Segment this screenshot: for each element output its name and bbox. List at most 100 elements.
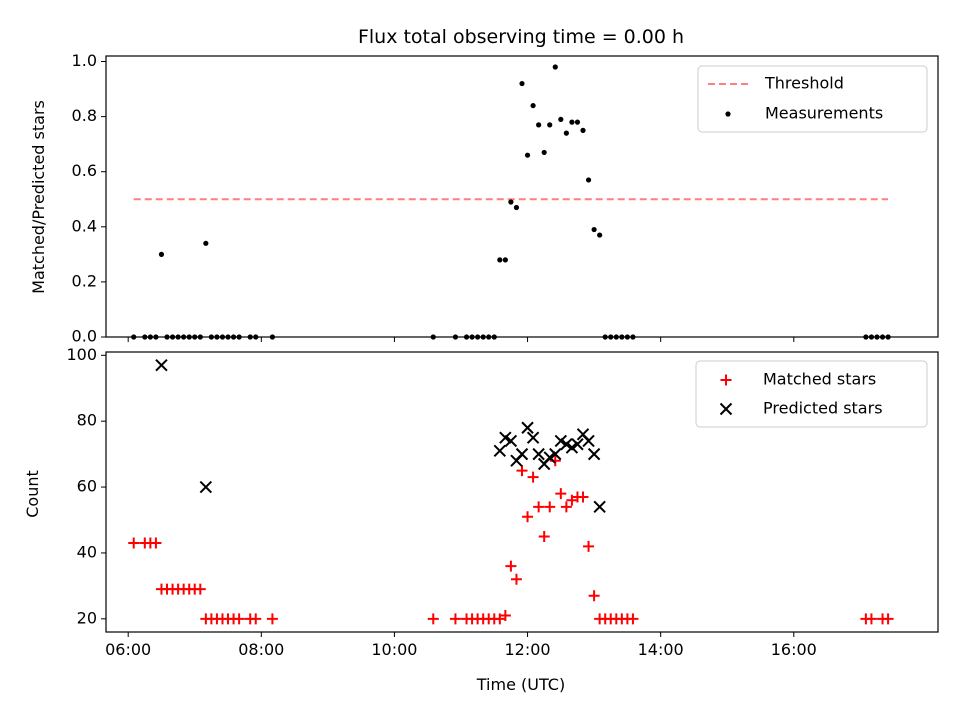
measurement-point bbox=[541, 149, 547, 156]
top-legend: Threshold Measurements bbox=[697, 65, 928, 133]
top-axes-frame bbox=[105, 55, 939, 338]
matched-star-point bbox=[538, 530, 550, 542]
predicted-star-point bbox=[565, 441, 579, 454]
matched-star-point bbox=[882, 613, 894, 625]
matched-star-point bbox=[505, 560, 517, 572]
bottom-legend-box bbox=[695, 360, 928, 428]
measurement-point bbox=[536, 122, 542, 128]
top-y-tick-label: 0.6 bbox=[72, 161, 97, 180]
matched-star-point bbox=[510, 573, 522, 585]
top-legend-box bbox=[697, 65, 928, 133]
x-tick-label: 10:00 bbox=[371, 640, 417, 659]
bottom-y-axis-label: Count bbox=[23, 470, 42, 518]
top-panel: 0.0 0.2 0.4 0.6 0.8 1.0 Threshold Measurements bbox=[72, 51, 939, 346]
legend-matched-swatch bbox=[720, 374, 732, 386]
predicted-star-point bbox=[571, 438, 584, 451]
matched-star-point bbox=[566, 494, 578, 506]
bottom-y-tick-label: 100 bbox=[66, 345, 97, 364]
measurement-point bbox=[597, 232, 603, 238]
matched-star-point bbox=[527, 471, 539, 483]
bottom-y-tick-label: 20 bbox=[77, 608, 97, 627]
predicted-star-point bbox=[515, 447, 529, 461]
bottom-y-tick-label: 40 bbox=[77, 542, 97, 561]
x-tick-label: 14:00 bbox=[638, 640, 684, 659]
matched-star-point bbox=[494, 613, 506, 625]
x-tick-label: 08:00 bbox=[238, 640, 284, 659]
measurement-point bbox=[585, 177, 592, 183]
matched-star-point bbox=[449, 613, 461, 625]
measurement-point bbox=[574, 119, 581, 125]
predicted-star-point bbox=[549, 447, 562, 461]
predicted-star-point bbox=[526, 431, 540, 444]
measurement-point bbox=[513, 204, 520, 211]
measurement-point bbox=[508, 199, 514, 205]
top-y-tick-label: 0.4 bbox=[72, 216, 97, 235]
matched-star-point bbox=[555, 488, 567, 500]
legend-predicted-label: Predicted stars bbox=[763, 399, 883, 418]
matched-star-point bbox=[522, 511, 534, 523]
matched-star-point bbox=[533, 501, 545, 513]
measurement-point bbox=[203, 240, 209, 246]
legend-measurements-swatch bbox=[725, 111, 731, 117]
bottom-legend: Matched stars Predicted stars bbox=[695, 360, 928, 428]
measurement-point bbox=[591, 226, 597, 233]
matched-star-point bbox=[233, 613, 245, 625]
predicted-star-point bbox=[560, 438, 573, 451]
matched-star-point bbox=[583, 540, 595, 552]
matched-star-point bbox=[150, 537, 162, 549]
predicted-star-point bbox=[521, 421, 534, 434]
measurement-point bbox=[547, 122, 553, 128]
predicted-star-point bbox=[504, 434, 518, 448]
bottom-y-tick-label: 60 bbox=[77, 477, 97, 496]
measurement-point bbox=[502, 257, 508, 263]
measurement-point bbox=[519, 80, 525, 87]
matched-star-point bbox=[549, 455, 561, 467]
legend-matched-label: Matched stars bbox=[763, 370, 876, 389]
top-y-axis-label: Matched/Predicted stars bbox=[29, 100, 48, 294]
matched-star-point bbox=[577, 491, 589, 503]
measurement-point bbox=[497, 257, 503, 263]
measurement-point bbox=[558, 116, 564, 122]
predicted-star-point bbox=[532, 447, 545, 461]
measurement-point bbox=[530, 102, 536, 109]
measurement-point bbox=[580, 127, 586, 133]
predicted-star-point bbox=[543, 451, 556, 464]
measurement-point bbox=[569, 119, 575, 125]
matched-star-point bbox=[516, 465, 528, 477]
measurement-point bbox=[552, 64, 558, 70]
x-tick-label: 12:00 bbox=[504, 640, 550, 659]
matched-star-point bbox=[865, 613, 877, 625]
matched-star-point bbox=[588, 590, 600, 602]
matched-star-point bbox=[194, 583, 206, 595]
predicted-star-point bbox=[493, 444, 507, 458]
matched-star-point bbox=[128, 537, 140, 549]
x-tick-label: 16:00 bbox=[771, 640, 817, 659]
matched-star-point bbox=[427, 613, 439, 625]
legend-threshold-label: Threshold bbox=[764, 74, 844, 93]
matched-star-point bbox=[499, 610, 511, 622]
matched-star-point bbox=[544, 501, 556, 513]
matched-star-point bbox=[250, 613, 262, 625]
chart-title: Flux total observing time = 0.00 h bbox=[358, 26, 684, 48]
measurement-point bbox=[563, 130, 569, 136]
predicted-star-point bbox=[593, 500, 606, 514]
matched-star-point bbox=[560, 501, 572, 513]
predicted-star-point bbox=[199, 480, 213, 494]
predicted-star-point bbox=[587, 447, 601, 461]
legend-measurements-label: Measurements bbox=[765, 104, 883, 123]
top-y-tick-label: 0.0 bbox=[72, 327, 97, 346]
measurement-point bbox=[524, 152, 531, 158]
matched-star-point bbox=[266, 613, 278, 625]
x-tick-label: 06:00 bbox=[105, 640, 151, 659]
predicted-star-point bbox=[499, 431, 512, 444]
bottom-axes-frame bbox=[105, 351, 939, 633]
top-y-tick-label: 0.2 bbox=[72, 271, 97, 290]
predicted-star-point bbox=[155, 358, 168, 372]
top-y-tick-label: 1.0 bbox=[72, 51, 97, 70]
x-axis-label: Time (UTC) bbox=[476, 675, 565, 694]
legend-predicted-swatch bbox=[719, 402, 733, 416]
predicted-star-point bbox=[554, 434, 568, 448]
bottom-y-tick-label: 80 bbox=[77, 411, 97, 430]
matched-star-point bbox=[627, 613, 639, 625]
